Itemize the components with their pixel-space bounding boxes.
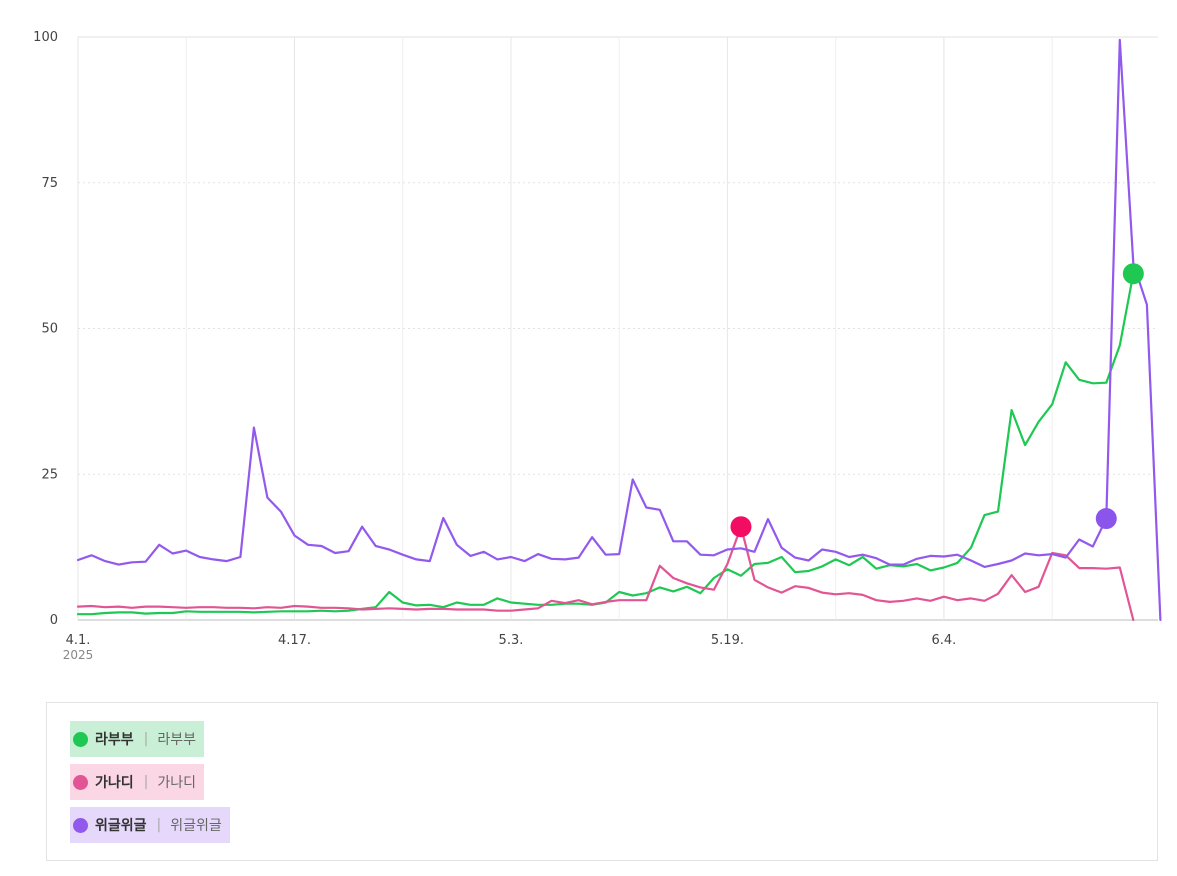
x-year-label: 2025	[63, 648, 94, 662]
y-tick-label: 100	[33, 30, 58, 45]
legend-series-term: 가나디	[157, 775, 196, 791]
x-tick-label: 4.1.	[66, 633, 91, 648]
legend-separator: |	[156, 817, 162, 833]
x-tick-label: 6.4.	[932, 633, 957, 648]
y-axis-labels: 0 25 50 75 100	[33, 30, 58, 628]
chart-highlight-points	[730, 263, 1144, 538]
x-tick-label: 5.19.	[711, 633, 744, 648]
y-tick-label: 50	[41, 322, 58, 337]
peak-marker[interactable]	[730, 516, 752, 538]
legend-item-series-2[interactable]: 가나디 | 가나디	[70, 764, 204, 800]
legend-separator: |	[143, 731, 149, 747]
peak-marker[interactable]	[1095, 508, 1117, 530]
legend-series-term: 위글위글	[170, 818, 222, 834]
chart-legend: 라부부 | 라부부 가나디 | 가나디 위글위글 | 위글위글	[46, 702, 1158, 861]
legend-item-series-3[interactable]: 위글위글 | 위글위글	[70, 807, 230, 843]
legend-separator: |	[143, 774, 149, 790]
series-line-2	[76, 525, 1135, 622]
chart-grid	[77, 36, 1158, 621]
y-tick-label: 25	[41, 467, 58, 482]
legend-dot	[73, 774, 88, 790]
legend-dot	[73, 817, 88, 833]
legend-series-name: 위글위글	[95, 818, 147, 834]
x-tick-label: 5.3.	[499, 633, 524, 648]
legend-series-term: 라부부	[157, 732, 196, 748]
chart-lines	[76, 38, 1162, 622]
legend-item-series-1[interactable]: 라부부 | 라부부	[70, 721, 204, 757]
legend-series-name: 가나디	[95, 775, 134, 791]
line-chart: 0 25 50 75 100 4.1. 4.17. 5.3. 5.19. 6.4. 2025	[33, 30, 1162, 662]
legend-dot	[73, 731, 88, 747]
peak-marker[interactable]	[1122, 263, 1144, 285]
x-tick-label: 4.17.	[278, 633, 311, 648]
legend-series-name: 라부부	[95, 732, 134, 748]
y-tick-label: 75	[41, 176, 58, 191]
y-tick-label: 0	[50, 613, 58, 628]
x-axis-labels: 4.1. 4.17. 5.3. 5.19. 6.4. 2025	[63, 633, 957, 662]
series-line-3	[76, 38, 1162, 622]
